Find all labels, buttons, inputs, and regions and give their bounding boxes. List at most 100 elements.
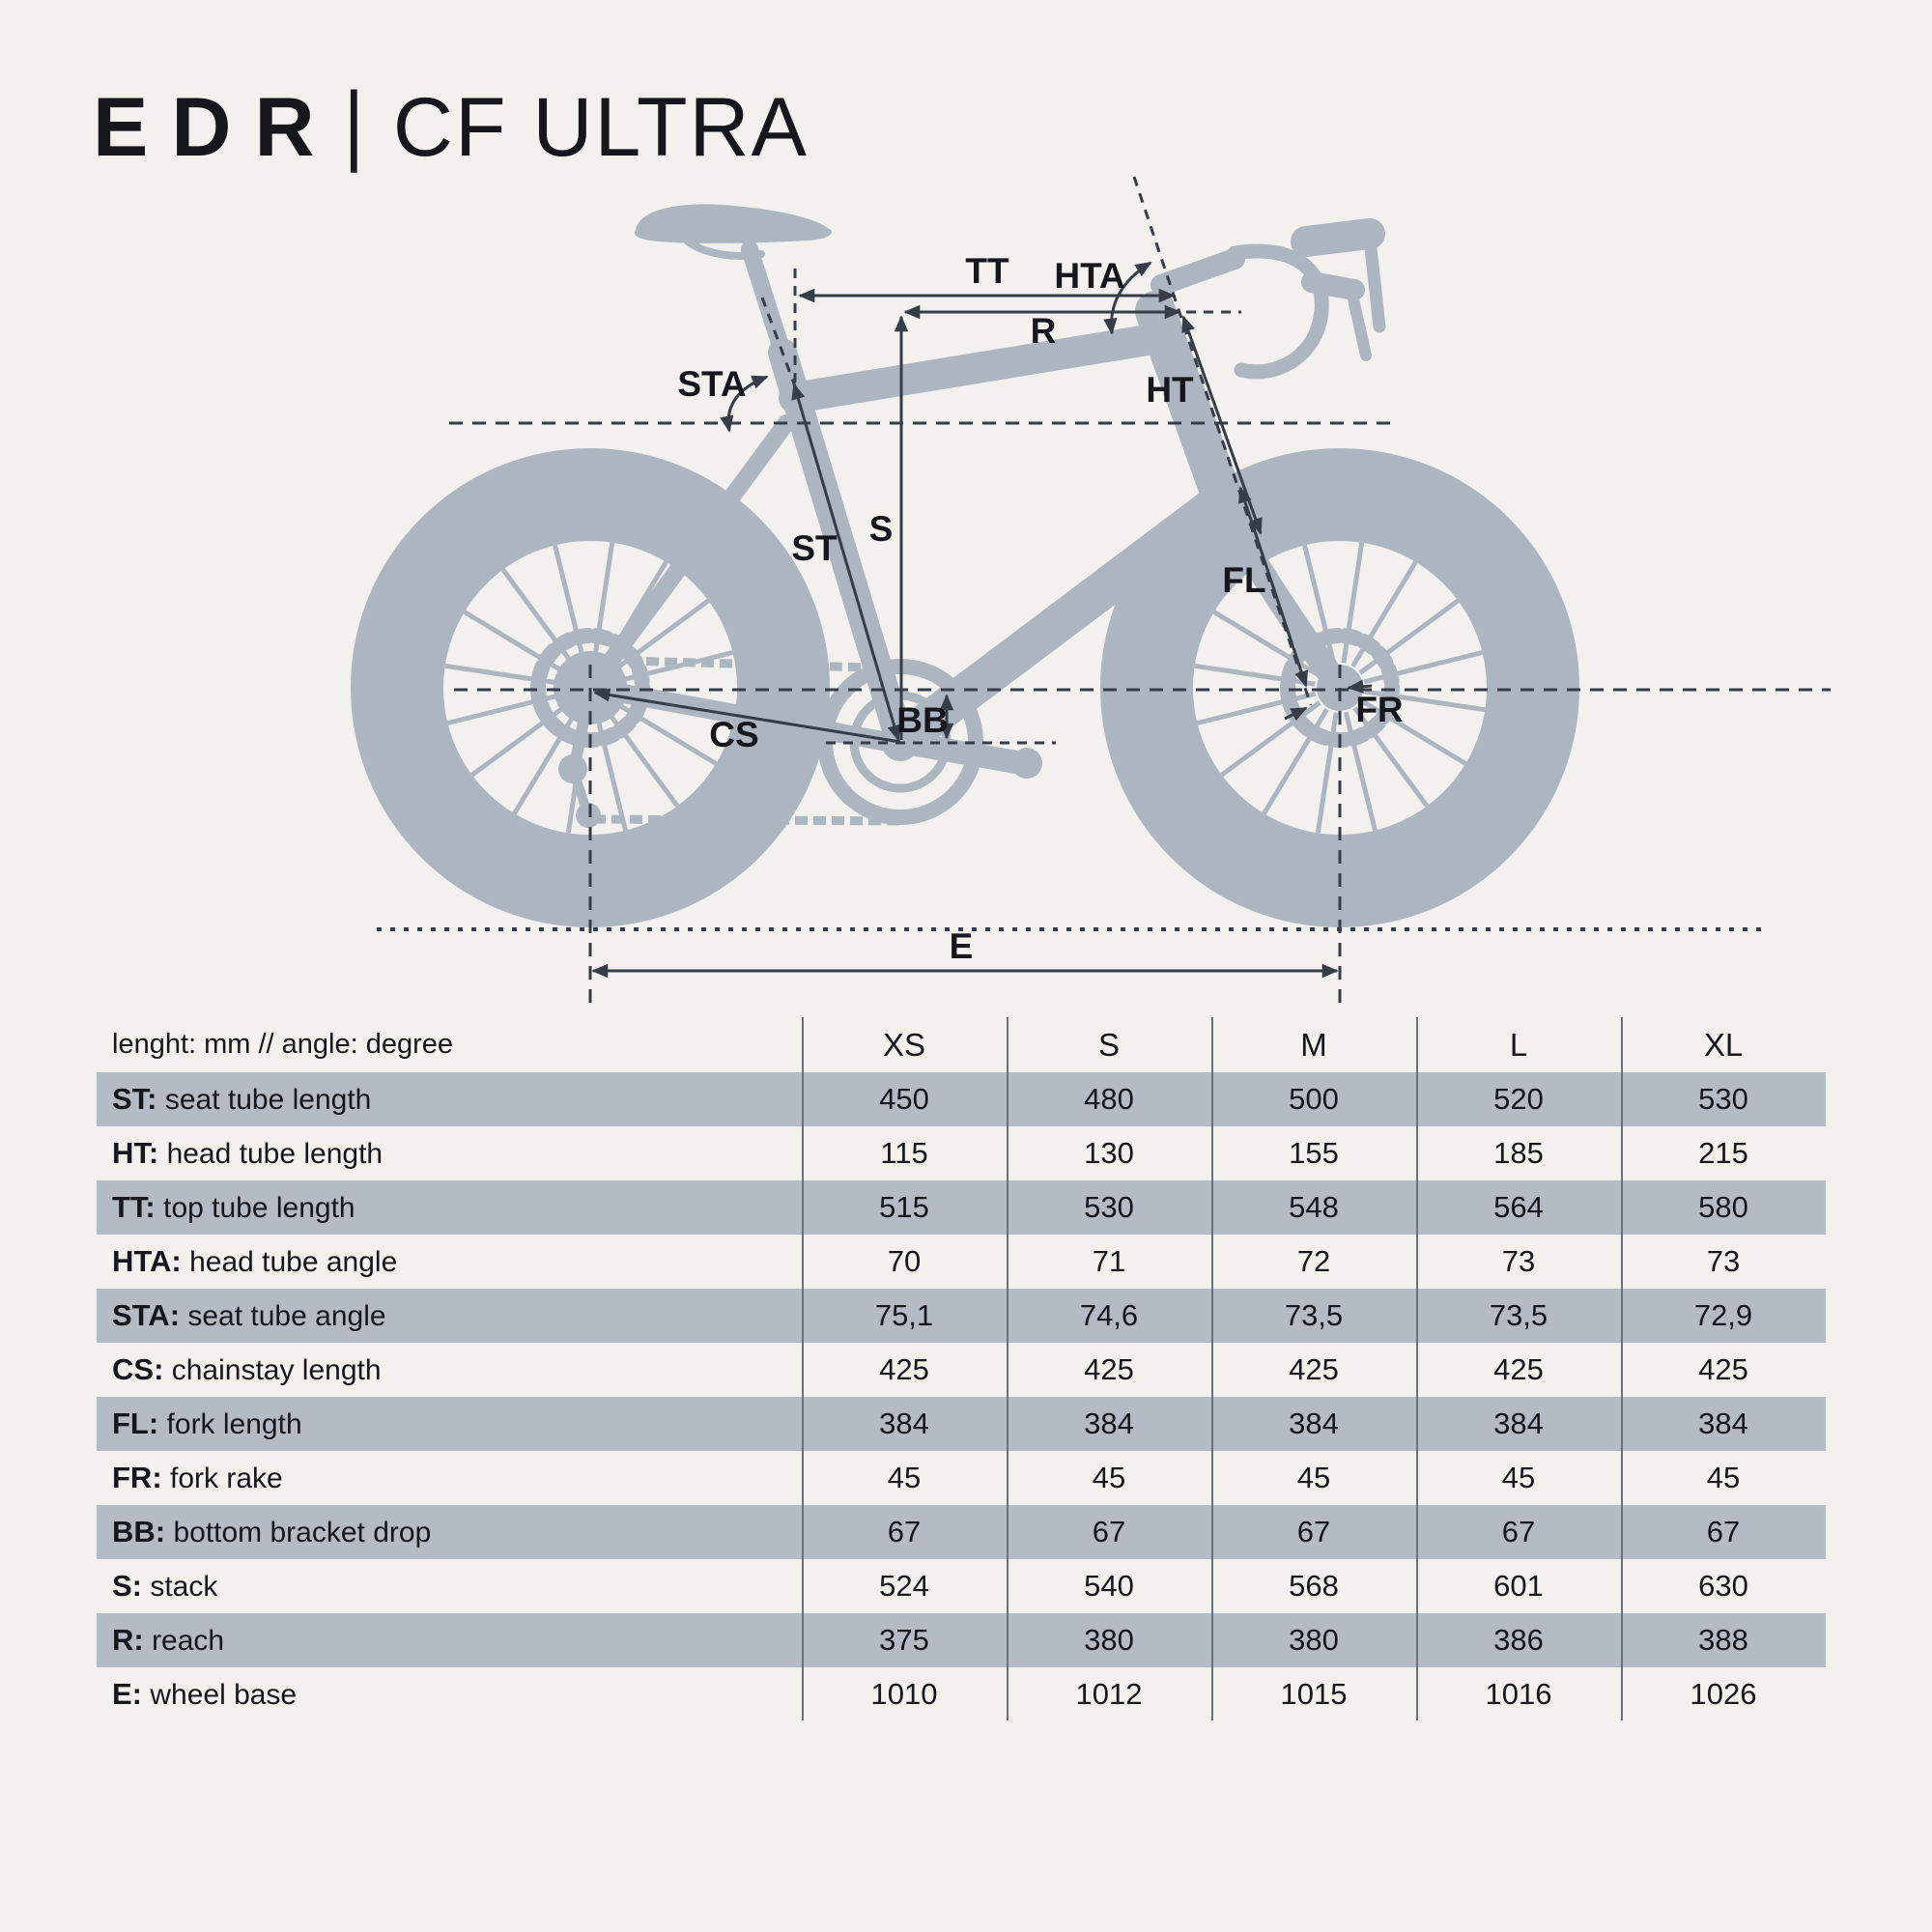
st-label: ST — [791, 528, 838, 568]
spec-value: 386 — [1493, 1623, 1544, 1657]
spec-desc: chainstay length — [171, 1354, 382, 1386]
diagram-labels: HTA TT R STA HT S ST FL BB CS FR E — [677, 251, 1403, 966]
spec-value: 375 — [879, 1623, 929, 1657]
top-tube — [779, 323, 1175, 413]
spec-value: 540 — [1084, 1569, 1134, 1603]
sta-angle-arc — [720, 375, 769, 433]
spec-value: 1010 — [870, 1677, 938, 1711]
fr-label: FR — [1355, 690, 1403, 729]
size-header-l: L — [1509, 1026, 1528, 1063]
spec-value: 45 — [1706, 1461, 1741, 1494]
fr-arrow-left — [1284, 706, 1308, 722]
spec-label: BB: bottom bracket drop — [97, 1515, 802, 1549]
spec-value: 450 — [879, 1082, 929, 1116]
spec-abbr: FL: — [112, 1406, 159, 1440]
spec-label: FR: fork rake — [97, 1461, 802, 1495]
spec-value: 73 — [1501, 1244, 1536, 1278]
brake-lever-near — [1347, 289, 1372, 361]
size-header-m: M — [1300, 1026, 1327, 1063]
crank-arm — [889, 730, 1028, 774]
derailleur-body — [569, 682, 596, 771]
spec-desc: top tube length — [163, 1192, 355, 1224]
spec-value: 384 — [1493, 1406, 1544, 1440]
handlebar-drop — [1227, 243, 1329, 380]
spec-desc: bottom bracket drop — [173, 1517, 432, 1548]
table-row: BB: bottom bracket drop 67 67 67 67 67 — [97, 1505, 1826, 1559]
spec-abbr: FR: — [112, 1461, 162, 1494]
spec-desc: fork length — [166, 1408, 302, 1440]
table-rows: ST: seat tube length 450 480 500 520 530… — [97, 1072, 1826, 1721]
spec-value: 67 — [1296, 1515, 1331, 1548]
spec-value: 67 — [1501, 1515, 1536, 1548]
fl-measure-line — [1237, 486, 1309, 688]
spec-value: 425 — [879, 1352, 929, 1386]
spec-value: 568 — [1289, 1569, 1339, 1603]
geometry-table: lenght: mm // angle: degree XS S M L XL … — [97, 1017, 1826, 1721]
spec-value: 500 — [1289, 1082, 1339, 1116]
spec-abbr: TT: — [112, 1190, 156, 1224]
spec-value: 530 — [1084, 1190, 1134, 1224]
spec-value: 384 — [1289, 1406, 1339, 1440]
title-separator: | — [343, 74, 364, 174]
table-row: ST: seat tube length 450 480 500 520 530 — [97, 1072, 1826, 1126]
spec-value: 425 — [1084, 1352, 1134, 1386]
spec-value: 45 — [1092, 1461, 1126, 1494]
spec-desc: head tube length — [166, 1138, 384, 1170]
ht-label: HT — [1146, 370, 1194, 410]
size-header-xl: XL — [1703, 1026, 1744, 1063]
spec-abbr: ST: — [112, 1082, 157, 1116]
spec-value: 1015 — [1280, 1677, 1348, 1711]
table-row: CS: chainstay length 425 425 425 425 425 — [97, 1343, 1826, 1397]
spec-abbr: S: — [112, 1569, 142, 1603]
st-measure-line — [791, 383, 901, 742]
column-divider — [1621, 1017, 1623, 1720]
sta-label: STA — [677, 364, 746, 404]
spec-value: 73,5 — [1489, 1298, 1548, 1332]
spec-value: 130 — [1084, 1136, 1134, 1170]
spec-abbr: STA: — [112, 1298, 181, 1332]
pedal — [1011, 748, 1042, 779]
table-row: S: stack 524 540 568 601 630 — [97, 1559, 1826, 1613]
spec-value: 564 — [1493, 1190, 1544, 1224]
spec-value: 380 — [1289, 1623, 1339, 1657]
spec-label: S: stack — [97, 1569, 802, 1604]
table-row: TT: top tube length 515 530 548 564 580 — [97, 1180, 1826, 1235]
table-row: HTA: head tube angle 70 71 72 73 73 — [97, 1235, 1826, 1289]
column-divider — [1416, 1017, 1418, 1720]
s-label: S — [869, 509, 894, 549]
spec-value: 72,9 — [1693, 1298, 1753, 1332]
table-units-label: lenght: mm // angle: degree — [112, 1029, 454, 1060]
spec-value: 380 — [1084, 1623, 1134, 1657]
cs-label: CS — [709, 715, 758, 754]
title-model: CF ULTRA — [392, 80, 809, 174]
derailleur-cage — [568, 764, 593, 820]
spec-abbr: CS: — [112, 1352, 164, 1386]
page-title: EDR | CF ULTRA — [93, 74, 809, 176]
chain-bottom — [592, 814, 901, 826]
spec-value: 388 — [1698, 1623, 1748, 1657]
spec-value: 73 — [1706, 1244, 1741, 1278]
spec-value: 45 — [1501, 1461, 1536, 1494]
e-label: E — [950, 926, 974, 966]
column-divider — [1211, 1017, 1213, 1720]
spec-desc: fork rake — [170, 1463, 283, 1494]
spec-label: ST: seat tube length — [97, 1082, 802, 1117]
spec-label: FL: fork length — [97, 1406, 802, 1441]
spec-desc: stack — [150, 1571, 218, 1603]
spec-abbr: HTA: — [112, 1244, 182, 1278]
brake-hood-far — [1291, 218, 1385, 257]
spec-value: 75,1 — [874, 1298, 934, 1332]
brake-hood-near — [1301, 271, 1365, 300]
spec-value: 384 — [1084, 1406, 1134, 1440]
spec-abbr: E: — [112, 1677, 142, 1711]
spec-abbr: HT: — [112, 1136, 159, 1170]
spec-label: CS: chainstay length — [97, 1352, 802, 1387]
spec-value: 70 — [887, 1244, 922, 1278]
spec-value: 530 — [1698, 1082, 1748, 1116]
spec-value: 1026 — [1690, 1677, 1757, 1711]
seat-tube-axis-line — [760, 297, 797, 387]
spec-abbr: BB: — [112, 1515, 166, 1548]
title-series: EDR — [93, 80, 338, 174]
spec-label: E: wheel base — [97, 1677, 802, 1712]
spec-value: 480 — [1084, 1082, 1134, 1116]
